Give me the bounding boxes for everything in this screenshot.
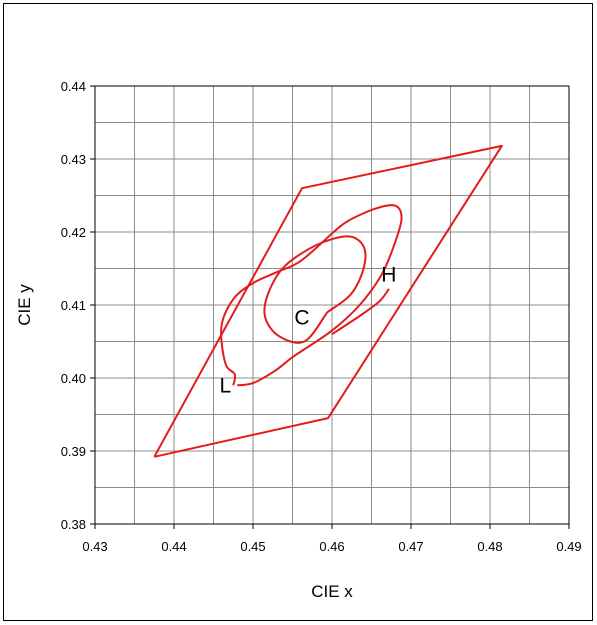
series-quadrilateral [153, 144, 503, 458]
series-spiral [220, 232, 333, 386]
annotation-L: L [220, 375, 232, 398]
x-axis-title: CIE x [311, 582, 353, 601]
x-tick-label: 0.44 [161, 539, 186, 554]
x-tick-label: 0.48 [477, 539, 502, 554]
y-tick-label: 0.43 [61, 152, 86, 167]
y-axis-ticks: 0.38 0.39 0.40 0.41 0.42 0.43 0.44 [61, 79, 95, 532]
y-tick-label: 0.39 [61, 444, 86, 459]
x-axis-ticks: 0.43 0.44 0.45 0.46 0.47 0.48 0.49 [82, 524, 582, 554]
annotation-C: C [294, 307, 309, 330]
x-tick-label: 0.43 [82, 539, 107, 554]
series-ellipse [263, 235, 367, 344]
annotations-group: C H L [220, 264, 397, 398]
annotation-H: H [381, 264, 396, 287]
series-group [153, 144, 503, 458]
series-tail [331, 288, 390, 336]
x-tick-label: 0.45 [240, 539, 265, 554]
major-grid [95, 86, 569, 524]
y-tick-label: 0.44 [61, 79, 86, 94]
y-tick-label: 0.40 [61, 371, 86, 386]
y-tick-label: 0.41 [61, 298, 86, 313]
y-tick-label: 0.42 [61, 225, 86, 240]
x-tick-label: 0.49 [556, 539, 581, 554]
series-spiral [237, 204, 403, 387]
chart-frame [3, 3, 593, 621]
y-axis-title: CIE y [15, 284, 34, 326]
y-tick-label: 0.38 [61, 517, 86, 532]
x-tick-label: 0.46 [319, 539, 344, 554]
x-tick-label: 0.47 [398, 539, 423, 554]
